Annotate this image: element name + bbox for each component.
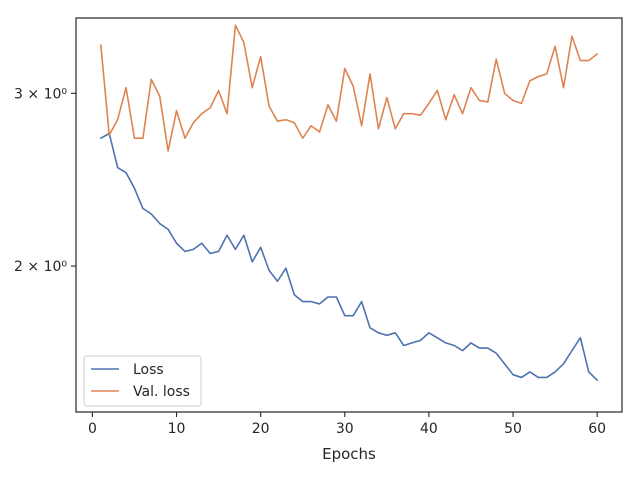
series-line-loss [100,132,598,382]
axes-frame [75,17,623,413]
x-tick-label: 60 [588,421,606,437]
x-axis-label: Epochs [322,445,376,463]
x-tick-label: 40 [420,421,438,437]
x-tick-label: 20 [252,421,270,437]
legend-label: Val. loss [133,384,190,400]
y-tick-label: 3 × 10⁰ [14,86,67,102]
x-tick-label: 30 [336,421,354,437]
y-tick-label: 2 × 10⁰ [14,259,67,275]
series-line-val-loss [100,24,598,152]
x-tick-label: 50 [504,421,522,437]
y-axis-ticks: 2 × 10⁰ 3 × 10⁰ [14,86,76,275]
x-tick-label: 0 [88,421,97,437]
x-axis-ticks: 0 10 20 30 40 50 60 [88,412,606,437]
x-tick-label: 10 [168,421,186,437]
legend-label: Loss [133,362,164,378]
plot-area [100,24,598,382]
legend: Loss Val. loss [83,355,202,407]
